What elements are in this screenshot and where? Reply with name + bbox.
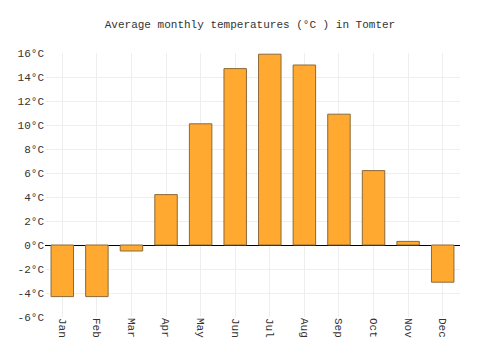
svg-text:4°C: 4°C (24, 192, 44, 204)
svg-text:Apr: Apr (159, 318, 171, 338)
svg-text:Average monthly temperatures (: Average monthly temperatures (°C ) in To… (105, 19, 395, 31)
svg-text:8°C: 8°C (24, 144, 44, 156)
svg-text:10°C: 10°C (18, 120, 45, 132)
svg-text:-4°C: -4°C (18, 288, 45, 300)
svg-text:Jun: Jun (229, 318, 241, 338)
svg-text:Nov: Nov (402, 318, 414, 338)
svg-text:12°C: 12°C (18, 96, 45, 108)
svg-text:-6°C: -6°C (18, 312, 45, 324)
svg-text:Mar: Mar (125, 318, 137, 338)
svg-text:Sep: Sep (332, 318, 344, 338)
svg-text:Oct: Oct (367, 318, 379, 338)
svg-text:16°C: 16°C (18, 48, 45, 60)
svg-text:May: May (194, 318, 206, 338)
svg-text:14°C: 14°C (18, 72, 45, 84)
svg-text:Jul: Jul (263, 318, 275, 338)
svg-text:Dec: Dec (436, 318, 448, 338)
svg-text:Feb: Feb (90, 318, 102, 338)
svg-text:0°C: 0°C (24, 240, 44, 252)
svg-text:6°C: 6°C (24, 168, 44, 180)
svg-text:Aug: Aug (298, 318, 310, 338)
svg-text:2°C: 2°C (24, 216, 44, 228)
svg-text:-2°C: -2°C (18, 264, 45, 276)
svg-text:Jan: Jan (56, 318, 68, 338)
